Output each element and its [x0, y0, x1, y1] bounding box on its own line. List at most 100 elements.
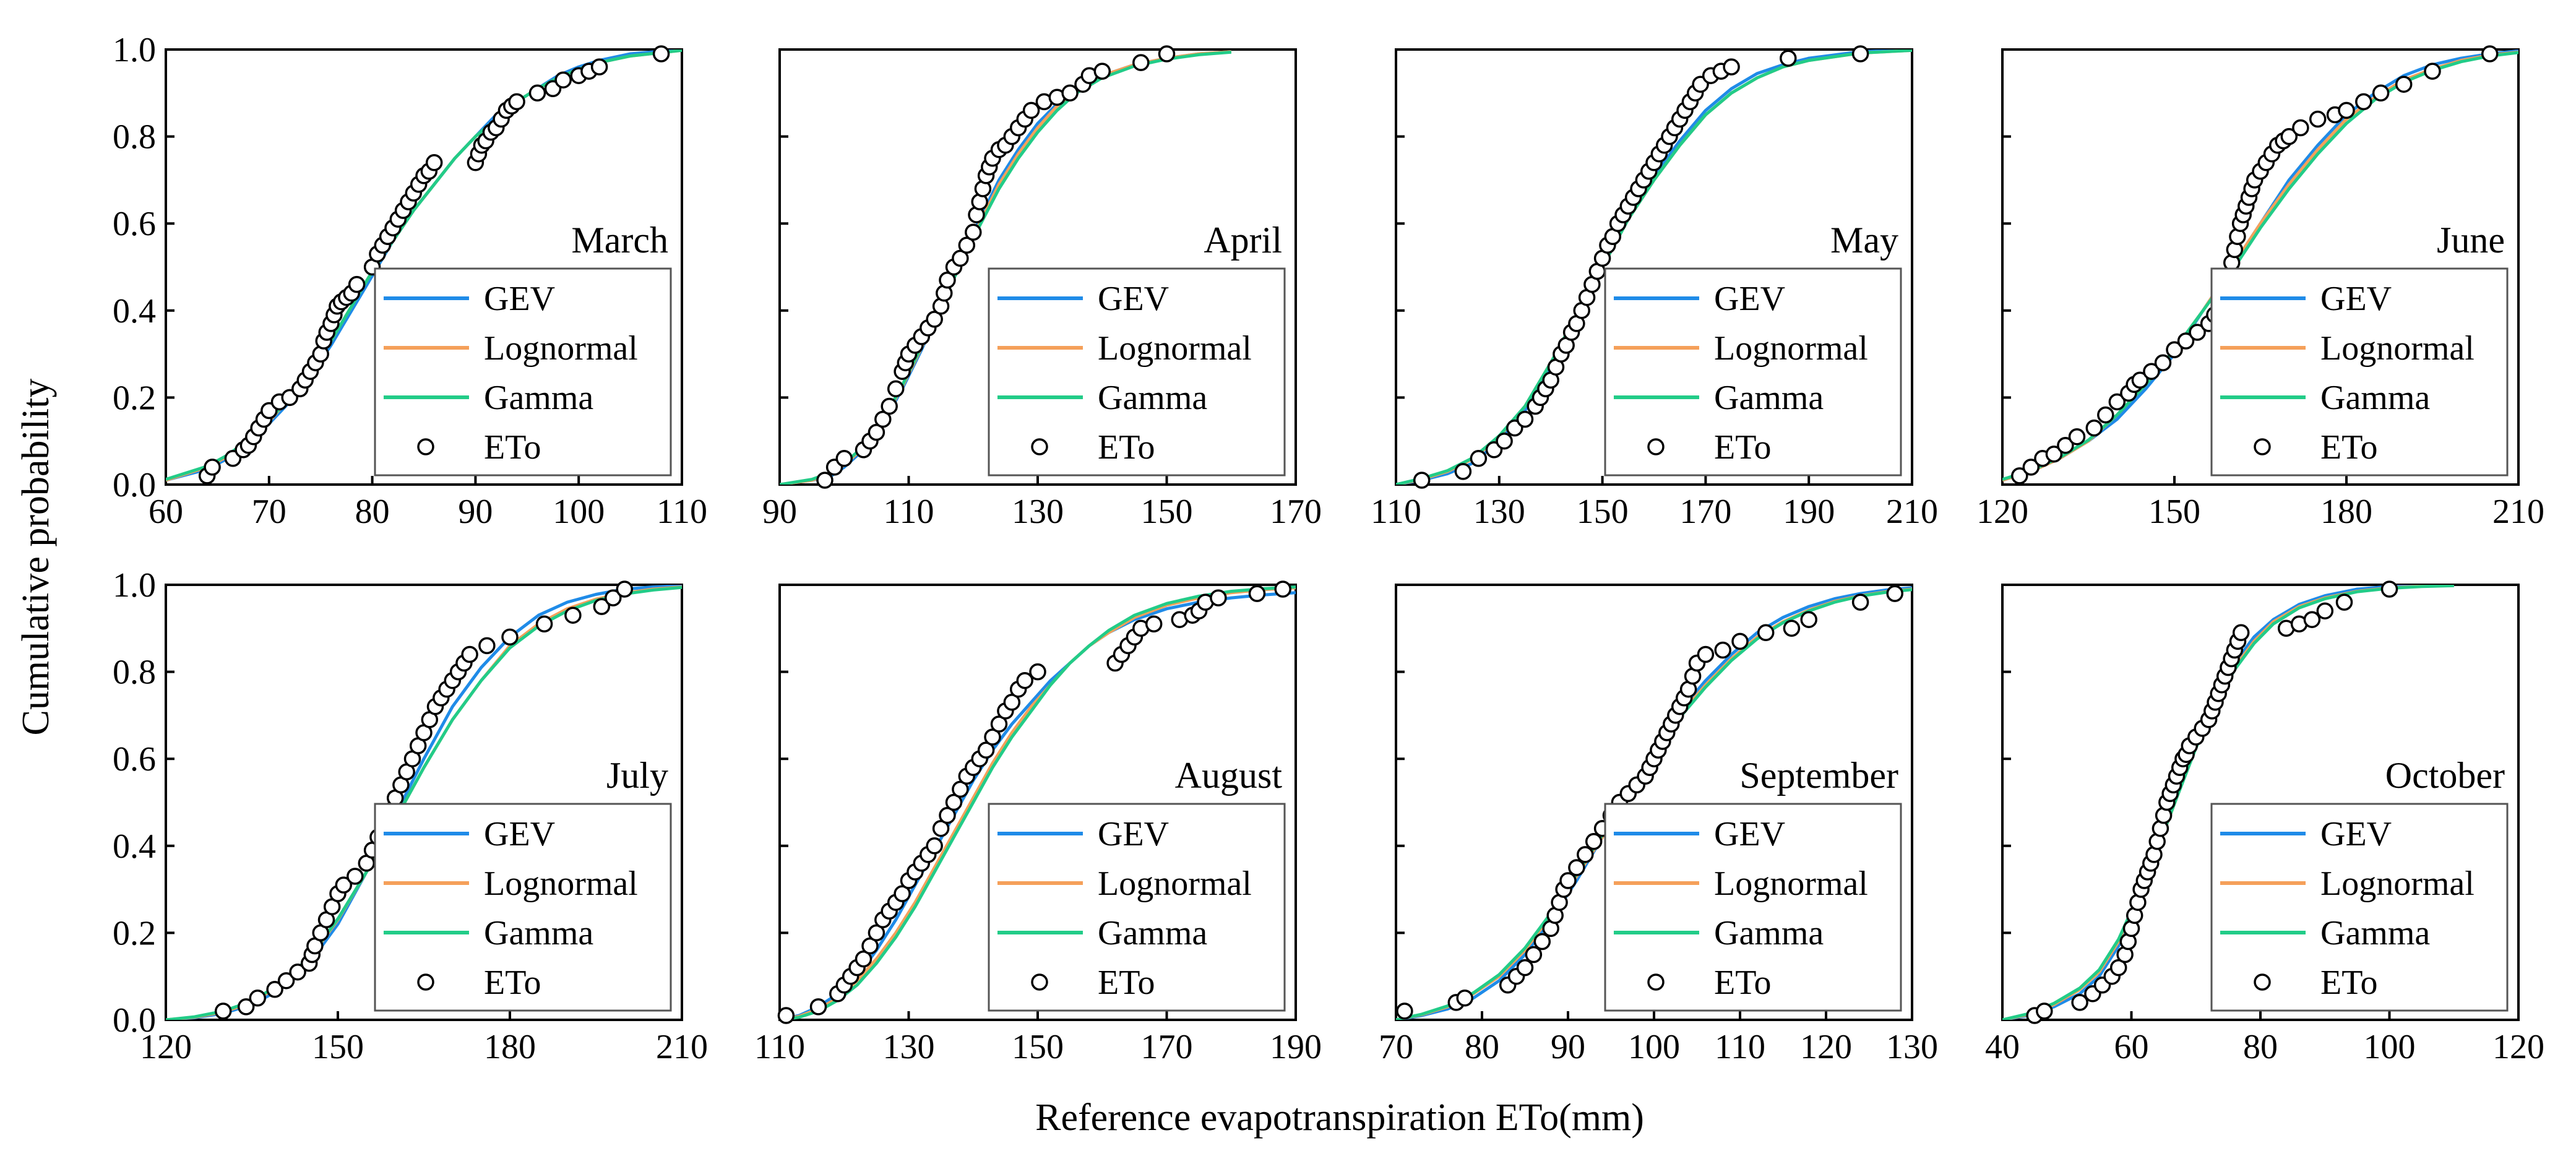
- eto-point: [816, 472, 834, 489]
- y-tick-label: 0.6: [113, 205, 156, 243]
- eto-point: [204, 459, 221, 476]
- legend-marker-eto: [417, 973, 434, 991]
- eto-point: [2309, 110, 2327, 128]
- chart-panel-may: 110 130 150 170 190 210 May GEV Lognormal Gamma ET…: [1371, 45, 1938, 531]
- eto-point: [2303, 611, 2321, 628]
- legend-label: Lognormal: [484, 329, 638, 368]
- eto-point: [2335, 593, 2353, 611]
- eto-point: [2097, 406, 2114, 424]
- chart-title: June: [2437, 220, 2505, 261]
- eto-point: [984, 728, 1001, 746]
- chart-title: September: [1739, 755, 1898, 796]
- y-tick-label: 0.0: [113, 1001, 156, 1040]
- legend-label: GEV: [1098, 280, 1169, 318]
- eto-point: [887, 380, 905, 398]
- legend-label: Lognormal: [1098, 329, 1252, 368]
- eto-point: [1456, 990, 1473, 1007]
- eto-point: [835, 450, 853, 467]
- x-tick-label: 210: [1886, 493, 1938, 531]
- eto-point: [874, 410, 892, 428]
- eto-point: [2143, 363, 2160, 380]
- legend-label: Gamma: [1098, 379, 1207, 417]
- legend: GEV Lognormal Gamma ETo: [374, 267, 672, 477]
- x-tick-label: 120: [1976, 493, 2028, 531]
- eto-point: [1723, 58, 1740, 75]
- x-axis-label: Reference evapotranspiration ETo(mm): [1035, 1097, 1644, 1139]
- y-tick-label: 0.8: [113, 653, 156, 692]
- y-tick-label: 0.4: [113, 827, 156, 866]
- eto-point: [2154, 354, 2172, 371]
- legend: GEV Lognormal Gamma ETo: [2210, 267, 2509, 477]
- legend-label: ETo: [2320, 964, 2378, 1002]
- eto-point: [2177, 332, 2195, 350]
- eto-point: [1516, 959, 1534, 977]
- eto-point: [1585, 833, 1603, 850]
- legend-box: [1604, 803, 1902, 1012]
- eto-point: [894, 885, 911, 902]
- legend-label: ETo: [1714, 964, 1772, 1002]
- chart-title: March: [571, 220, 668, 261]
- eto-point: [2036, 1003, 2053, 1020]
- eto-point: [249, 990, 267, 1007]
- x-tick-label: 110: [754, 1028, 805, 1066]
- eto-point: [861, 937, 879, 955]
- legend-label: ETo: [1098, 428, 1155, 467]
- chart-panel-october: 40 60 80 100 120 October GEV Lognormal Gamma ETo: [1985, 580, 2544, 1066]
- eto-point: [2166, 341, 2183, 358]
- eto-point: [868, 423, 885, 441]
- eto-point: [461, 645, 478, 663]
- legend-label: Gamma: [2320, 379, 2430, 417]
- eto-point: [2395, 75, 2413, 93]
- eto-point: [1714, 641, 1731, 659]
- eto-point: [501, 628, 519, 646]
- legend-label: GEV: [484, 280, 555, 318]
- legend-label: Lognormal: [1098, 865, 1252, 903]
- x-tick-label: 100: [1628, 1028, 1680, 1066]
- x-tick-label: 70: [1379, 1028, 1413, 1066]
- legend-label: Gamma: [484, 914, 593, 952]
- legend-marker-eto: [2254, 973, 2271, 991]
- x-tick-label: 120: [140, 1028, 192, 1066]
- eto-point: [1851, 45, 1869, 63]
- eto-point: [2372, 84, 2390, 102]
- y-axis-label: Cumulative probability: [15, 379, 57, 736]
- eto-point: [554, 71, 572, 88]
- eto-point: [1093, 63, 1111, 80]
- legend-marker-eto: [1647, 973, 1665, 991]
- eto-point: [1525, 946, 1543, 964]
- chart-panel-september: 70 80 90 100 110 120 130SeptemberGEVLognormalG…: [1379, 584, 1938, 1066]
- eto-point: [478, 637, 496, 655]
- legend-label: ETo: [484, 964, 541, 1002]
- eto-point: [2355, 93, 2372, 111]
- eto-point: [1454, 463, 1472, 480]
- x-tick-label: 80: [2243, 1028, 2278, 1066]
- x-tick-label: 80: [1465, 1028, 1499, 1066]
- eto-point: [425, 154, 443, 171]
- eto-point: [881, 397, 898, 415]
- eto-point: [1145, 615, 1163, 633]
- x-tick-label: 150: [312, 1028, 364, 1066]
- x-tick-label: 120: [2492, 1028, 2544, 1066]
- y-tick-label: 0.4: [113, 292, 156, 330]
- x-tick-label: 90: [458, 493, 493, 531]
- eto-point: [593, 598, 611, 615]
- eto-point: [952, 780, 969, 798]
- eto-point: [1396, 1003, 1413, 1020]
- eto-point: [1061, 84, 1079, 102]
- eto-point: [945, 793, 963, 811]
- x-tick-label: 60: [149, 493, 183, 531]
- eto-point: [535, 615, 553, 633]
- legend-label: Lognormal: [2320, 329, 2475, 368]
- legend: GEV Lognormal Gamma ETo: [2210, 803, 2509, 1012]
- legend-label: ETo: [1714, 428, 1772, 467]
- eto-point: [564, 606, 582, 624]
- eto-point: [868, 924, 885, 942]
- axes-frame: [165, 584, 683, 1021]
- eto-point: [2057, 436, 2074, 454]
- eto-point: [616, 580, 634, 598]
- x-tick-label: 170: [1141, 1028, 1193, 1066]
- legend-label: Gamma: [1098, 914, 1207, 952]
- legend-label: ETo: [1098, 964, 1155, 1002]
- legend-marker-eto: [2254, 438, 2271, 455]
- x-tick-label: 170: [1679, 493, 1731, 531]
